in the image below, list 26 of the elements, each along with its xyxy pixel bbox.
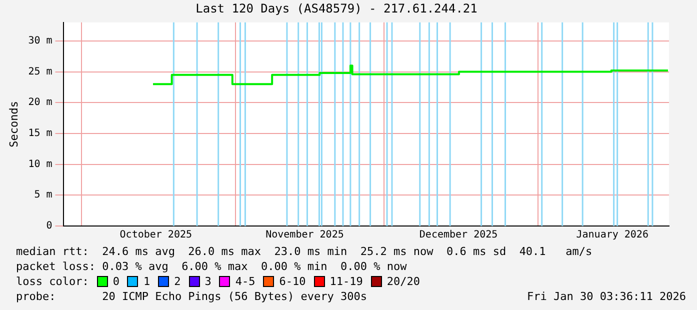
text: 1: [143, 274, 150, 289]
chart-title: Last 120 Days (AS48579) - 217.61.244.21: [196, 1, 478, 16]
y-tick-label: 0: [46, 220, 52, 232]
y-tick-label: 5 m: [34, 190, 52, 201]
text: 20/20: [386, 274, 420, 289]
text: Fri Jan 30 03:36:11 2026: [527, 289, 686, 304]
text: 6-10: [279, 274, 306, 289]
text: 2: [174, 274, 181, 289]
y-tick-label: 30 m: [28, 36, 52, 47]
y-tick-label: 25 m: [28, 66, 52, 78]
text: probe: 20 ICMP Echo Pings (56 Bytes) every 300s: [16, 289, 367, 304]
y-tick-label: 20 m: [28, 97, 52, 108]
y-tick-label: 10 m: [28, 158, 52, 170]
text: loss color:: [16, 274, 89, 289]
y-axis-title: Seconds: [7, 101, 20, 148]
text: 0: [112, 274, 120, 289]
text: 4-5: [235, 274, 256, 289]
text: 11-19: [330, 274, 363, 289]
text: median rtt: 24.6 ms avg 26.0 ms max 23.0 ms min 25.2 ms now 0.6 ms sd 40.1 am/s: [16, 244, 592, 259]
y-tick-label: 15 m: [28, 128, 52, 140]
x-tick-label: October 2025: [120, 230, 192, 241]
x-tick-label: November 2025: [266, 230, 344, 241]
text: 3: [204, 274, 212, 289]
x-tick-label: December 2025: [419, 230, 498, 241]
x-tick-label: January 2026: [576, 230, 648, 241]
text: packet loss: 0.03 % avg 6.00 % max 0.00 % min 0.00 % now: [16, 259, 407, 274]
